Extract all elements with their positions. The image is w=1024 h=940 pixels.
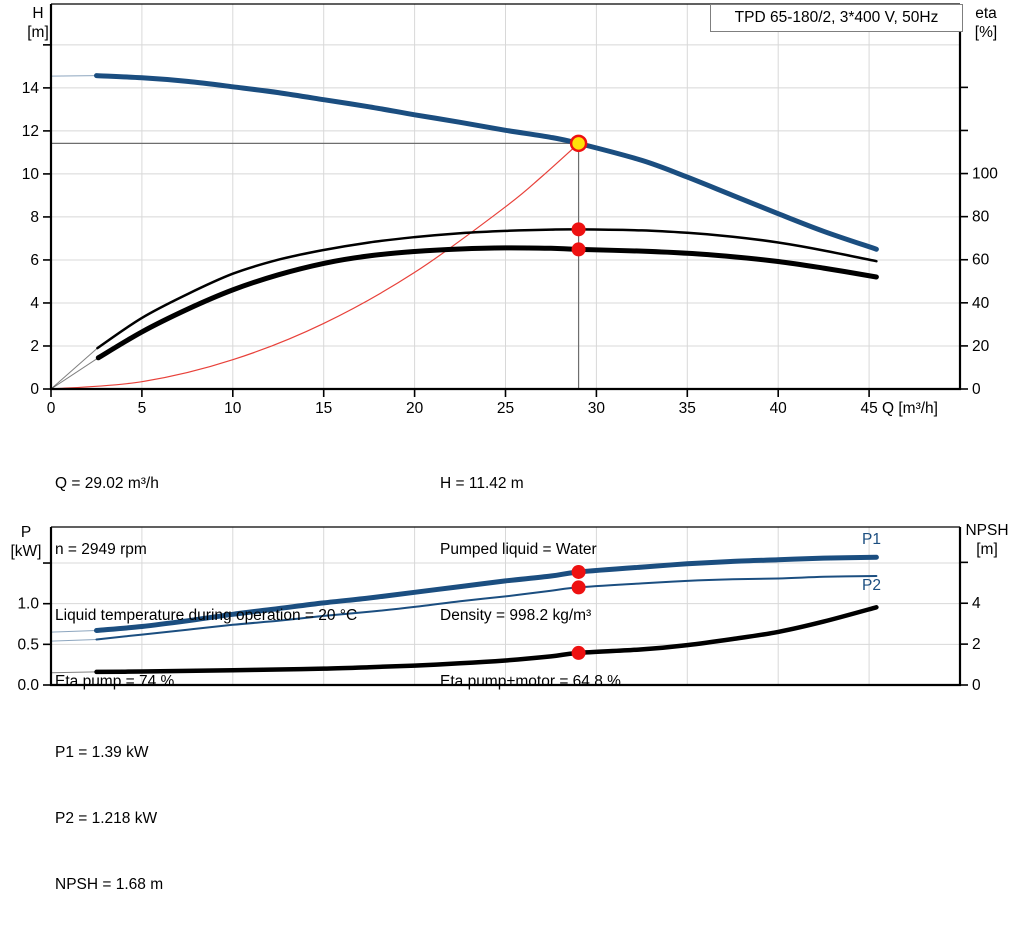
eta-pump-leader (50, 347, 98, 390)
QH-leader (50, 75, 97, 77)
tick-label: 40 (770, 400, 788, 417)
info-line: Q = 29.02 m³/h (55, 475, 159, 492)
P2-leader (50, 639, 97, 642)
tick-label: 0.5 (17, 636, 39, 653)
tick-label: 6 (30, 252, 39, 269)
info-line: NPSH = 1.68 m (55, 876, 164, 893)
eta-axis-label: eta [%] (974, 5, 998, 41)
operating-dot (571, 564, 586, 579)
tick-label: 20 (972, 338, 990, 355)
operating-dot (571, 242, 586, 257)
tick-label: 0 (972, 677, 981, 694)
P2-curve (95, 575, 878, 641)
info-line: Liquid temperature during operation = 20… (55, 607, 358, 624)
system-curve-curve (50, 142, 580, 390)
duty-info-right: H = 11.42 m Pumped liquid = Water Densit… (440, 429, 621, 737)
pump-title-box: TPD 65-180/2, 3*400 V, 50Hz (710, 4, 963, 32)
tick-label: 12 (22, 123, 39, 140)
pump-curve-report: 0 2 4 6 8 10 12 14 0 20 40 60 80 100 0 5 10 15 20 25 30 35 40 4… (10, 3, 1009, 893)
tick-label: 5 (138, 400, 147, 417)
info-line: Eta pump+motor = 64.8 % (440, 673, 621, 690)
tick-label: 2 (972, 636, 981, 653)
tick-label: 1.0 (17, 596, 39, 613)
tick-label: 35 (679, 400, 696, 417)
info-line: Pumped liquid = Water (440, 541, 597, 558)
P1-leader (50, 630, 97, 633)
power-npsh-info: P1 = 1.39 kW P2 = 1.218 kW NPSH = 1.68 m (55, 698, 163, 940)
p1-series-label: P1 (862, 531, 881, 548)
h-axis-label: H [m] (27, 5, 49, 41)
p2-series-label: P2 (862, 577, 881, 594)
duty-point-marker (569, 134, 588, 153)
NPSH-leader (50, 671, 97, 674)
eta-pump-motor-leader (50, 357, 99, 390)
tick-label: 4 (30, 295, 39, 312)
QH-curve (94, 73, 879, 252)
q-axis-label: Q [m³/h] (882, 400, 938, 417)
tick-label: 8 (30, 209, 39, 226)
info-line: P2 = 1.218 kW (55, 810, 158, 827)
eta-pump-motor-curve (95, 245, 879, 361)
eta-pump-curve (96, 228, 878, 350)
P1-curve (94, 554, 879, 633)
tick-label: 60 (972, 252, 990, 269)
info-line: P1 = 1.39 kW (55, 744, 149, 761)
tick-label: 10 (224, 400, 242, 417)
npsh-axis-label: NPSH [m] (965, 522, 1009, 558)
tick-label: 40 (972, 295, 990, 312)
tick-label: 45 (860, 400, 877, 417)
tick-label: 14 (22, 80, 40, 97)
tick-label: 0 (47, 400, 56, 417)
tick-label: 30 (588, 400, 606, 417)
info-line: Eta pump = 74 % (55, 673, 175, 690)
tick-label: 20 (406, 400, 424, 417)
tick-label: 4 (972, 595, 981, 612)
operating-dot (571, 645, 586, 660)
tick-label: 80 (972, 209, 990, 226)
tick-label: 25 (497, 400, 514, 417)
operating-dot (571, 222, 586, 237)
tick-label: 2 (30, 338, 39, 355)
tick-label: 0 (30, 381, 39, 398)
tick-label: 0 (972, 381, 981, 398)
NPSH-curve (94, 605, 879, 675)
info-line: H = 11.42 m (440, 475, 524, 492)
duty-info-left: Q = 29.02 m³/h n = 2949 rpm Liquid tempe… (55, 429, 357, 737)
p-axis-label: P [kW] (10, 524, 42, 560)
info-line: n = 2949 rpm (55, 541, 147, 558)
operating-dot (571, 580, 586, 595)
tick-label: 10 (22, 166, 40, 183)
tick-label: 15 (315, 400, 332, 417)
info-line: Density = 998.2 kg/m³ (440, 607, 592, 624)
tick-label: 0.0 (17, 677, 39, 694)
tick-label: 100 (972, 166, 998, 183)
